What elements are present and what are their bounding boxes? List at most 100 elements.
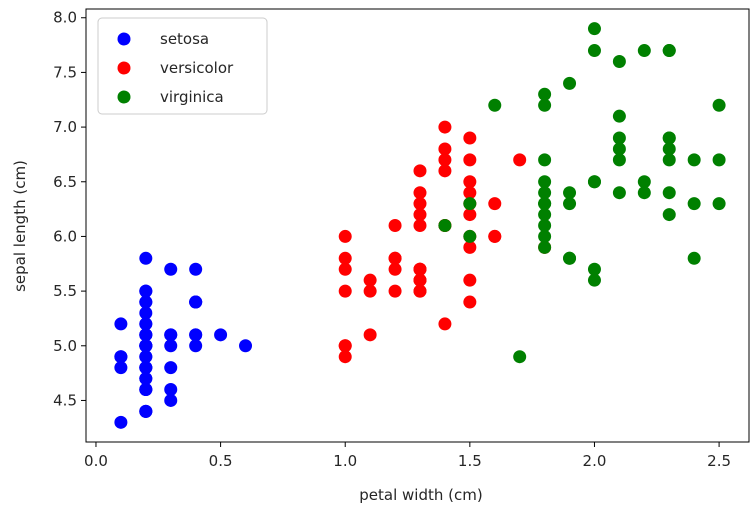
virginica-point xyxy=(538,153,552,167)
versicolor-point xyxy=(438,120,452,134)
setosa-point xyxy=(164,383,178,397)
versicolor-point xyxy=(463,240,477,254)
setosa-point xyxy=(139,317,153,331)
virginica-point xyxy=(662,142,676,156)
virginica-point xyxy=(587,175,601,189)
virginica-point xyxy=(637,175,651,189)
legend: setosa versicolor virginica xyxy=(97,17,268,115)
versicolor-point xyxy=(413,197,427,211)
setosa-point xyxy=(164,328,178,342)
versicolor-point xyxy=(338,229,352,243)
virginica-point xyxy=(587,273,601,287)
virginica-point xyxy=(637,186,651,200)
virginica-point xyxy=(538,98,552,112)
virginica-point xyxy=(538,175,552,189)
setosa-point xyxy=(139,339,153,353)
versicolor-point xyxy=(413,262,427,276)
versicolor-point xyxy=(438,317,452,331)
x-tick-label: 2.5 xyxy=(707,452,731,470)
x-axis-ticks: 0.0 0.5 1.0 1.5 2.0 2.5 xyxy=(84,442,731,470)
setosa-point xyxy=(139,404,153,418)
setosa-point xyxy=(139,361,153,375)
legend-marker-setosa xyxy=(117,32,131,46)
virginica-point xyxy=(587,22,601,36)
virginica-point xyxy=(687,197,701,211)
versicolor-point xyxy=(438,164,452,178)
versicolor-point xyxy=(363,273,377,287)
versicolor-point xyxy=(338,339,352,353)
setosa-point xyxy=(114,350,128,364)
versicolor-point xyxy=(413,273,427,287)
setosa-point xyxy=(164,393,178,407)
setosa-point xyxy=(164,361,178,375)
versicolor-point xyxy=(388,219,402,232)
setosa-point xyxy=(139,350,153,364)
virginica-point xyxy=(587,44,601,58)
virginica-point xyxy=(662,208,676,222)
versicolor-point xyxy=(388,284,402,298)
versicolor-point xyxy=(413,208,427,222)
y-tick-label: 6.0 xyxy=(53,227,77,245)
versicolor-point xyxy=(363,284,377,298)
y-tick-label: 7.0 xyxy=(53,118,77,136)
virginica-point xyxy=(662,186,676,200)
virginica-point xyxy=(612,109,626,123)
setosa-point xyxy=(139,328,153,342)
virginica-point xyxy=(438,219,452,232)
y-axis-label: sepal length (cm) xyxy=(11,160,29,292)
virginica-point xyxy=(538,197,552,211)
y-tick-label: 7.5 xyxy=(53,63,77,81)
versicolor-point xyxy=(413,219,427,232)
setosa-point xyxy=(214,328,228,342)
setosa-point xyxy=(139,383,153,397)
versicolor-point xyxy=(413,164,427,178)
legend-label-virginica: virginica xyxy=(160,88,224,106)
versicolor-point xyxy=(513,153,527,167)
virginica-point xyxy=(538,229,552,243)
x-tick-label: 1.5 xyxy=(458,452,482,470)
legend-marker-versicolor xyxy=(117,61,131,75)
setosa-point xyxy=(189,262,203,276)
virginica-point xyxy=(538,208,552,222)
versicolor-point xyxy=(338,262,352,276)
virginica-point xyxy=(563,76,577,90)
versicolor-point xyxy=(463,295,477,309)
x-tick-label: 1.0 xyxy=(333,452,357,470)
x-axis-label: petal width (cm) xyxy=(359,486,482,504)
legend-marker-virginica xyxy=(117,90,131,104)
virginica-point xyxy=(662,44,676,58)
versicolor-point xyxy=(488,197,502,211)
setosa-point xyxy=(164,262,178,276)
virginica-point xyxy=(687,153,701,167)
data-points xyxy=(114,22,726,429)
setosa-point xyxy=(114,361,128,375)
versicolor-point xyxy=(388,251,402,265)
virginica-point xyxy=(538,219,552,232)
versicolor-point xyxy=(413,284,427,298)
virginica-point xyxy=(612,186,626,200)
legend-box xyxy=(97,17,268,115)
virginica-point xyxy=(563,197,577,211)
virginica-point xyxy=(712,153,726,167)
setosa-point xyxy=(139,372,153,386)
plot-area-frame xyxy=(85,8,750,443)
virginica-point xyxy=(463,197,477,211)
virginica-point xyxy=(587,262,601,276)
virginica-point xyxy=(662,131,676,145)
versicolor-point xyxy=(463,208,477,222)
virginica-point xyxy=(538,240,552,254)
legend-label-versicolor: versicolor xyxy=(160,59,234,77)
virginica-point xyxy=(513,350,527,364)
versicolor-point xyxy=(438,142,452,156)
y-tick-label: 8.0 xyxy=(53,9,77,27)
virginica-point xyxy=(463,229,477,243)
setosa-point xyxy=(189,295,203,309)
virginica-point xyxy=(563,251,577,265)
setosa-point xyxy=(239,339,253,353)
virginica-point xyxy=(612,54,626,68)
virginica-point xyxy=(612,142,626,156)
setosa-point xyxy=(114,415,128,429)
virginica-point xyxy=(687,251,701,265)
virginica-point xyxy=(712,98,726,112)
virginica-point xyxy=(488,98,502,112)
